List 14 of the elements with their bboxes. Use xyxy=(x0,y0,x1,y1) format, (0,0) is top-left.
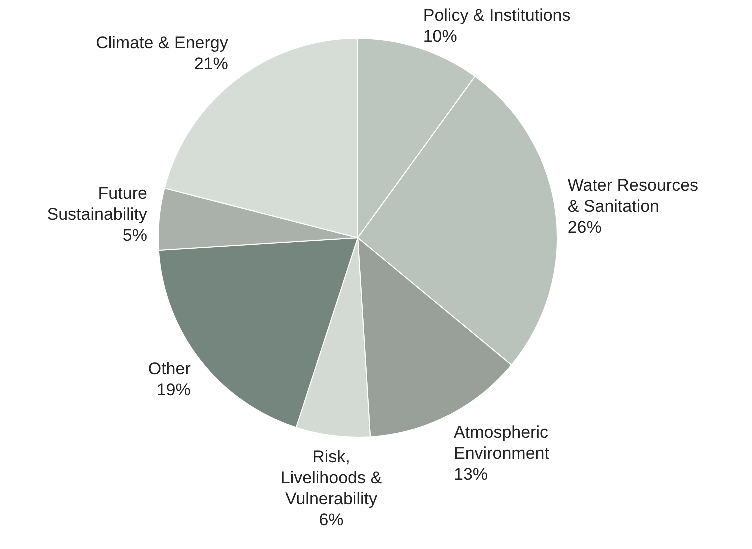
slice-label: Policy & Institutions xyxy=(423,6,571,26)
slice-label: Climate & Energy xyxy=(96,33,229,52)
data-label: 5% xyxy=(122,226,148,245)
slice-label: Future Sustainability xyxy=(47,184,148,224)
slice-label: Other xyxy=(148,360,192,379)
slice-label: Atmospheric Environment xyxy=(454,423,550,464)
data-label: 13% xyxy=(454,465,488,484)
data-label: 26% xyxy=(568,218,602,238)
data-label: 21% xyxy=(194,54,228,74)
data-label: 6% xyxy=(319,510,344,530)
slice-label: Risk, Livelihoods & Vulnerability xyxy=(280,448,383,509)
data-label: 19% xyxy=(156,380,191,400)
slice-label: Water Resources & Sanitation xyxy=(568,176,699,216)
data-label: 10% xyxy=(423,27,458,46)
